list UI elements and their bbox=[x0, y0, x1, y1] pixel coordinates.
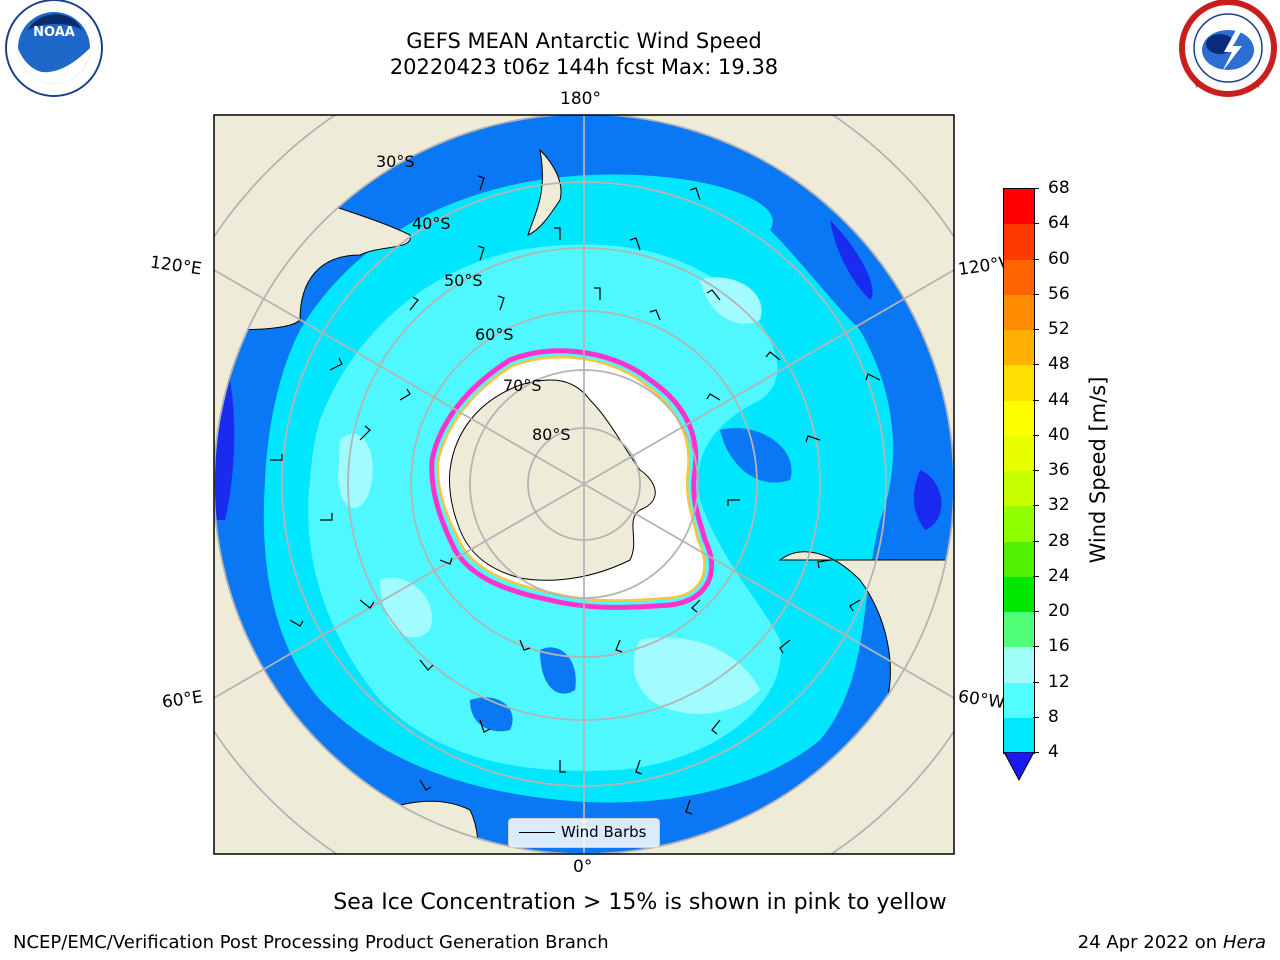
colorbar-tick-label: 68 bbox=[1048, 178, 1070, 198]
colorbar-tick-mark bbox=[1033, 364, 1039, 366]
colorbar-tick-mark bbox=[1033, 399, 1039, 401]
colorbar-segment bbox=[1004, 647, 1034, 683]
map-frame bbox=[213, 114, 955, 855]
colorbar-tick-label: 28 bbox=[1048, 530, 1070, 551]
colorbar-tick-label: 48 bbox=[1048, 354, 1070, 375]
colorbar-tick-label: 64 bbox=[1048, 213, 1070, 234]
colorbar-segment bbox=[1004, 224, 1034, 260]
colorbar-tick-mark bbox=[1033, 646, 1039, 648]
colorbar-tick-mark bbox=[1033, 505, 1039, 507]
colorbar-tick-mark bbox=[1033, 611, 1039, 612]
colorbar-segment bbox=[1004, 259, 1034, 296]
colorbar-tick-label: 40 bbox=[1048, 424, 1070, 445]
footer-date: 24 Apr 2022 on Hera bbox=[1078, 932, 1266, 953]
chart-subtitle: 20220423 t06z 144h fcst Max: 19.38 bbox=[389, 55, 779, 79]
colorbar-segment bbox=[1004, 365, 1034, 401]
colorbar-tick-label: 52 bbox=[1048, 319, 1070, 339]
legend-label: Wind Barbs bbox=[561, 823, 647, 841]
noaa-logo: NOAA bbox=[5, 0, 103, 97]
colorbar-tick-label: 24 bbox=[1048, 565, 1070, 586]
svg-text:★: ★ bbox=[1194, 81, 1201, 90]
colorbar-tick-mark bbox=[1033, 329, 1039, 330]
colorbar-segment bbox=[1004, 189, 1034, 225]
lat-label-60s: 60°S bbox=[475, 325, 514, 344]
colorbar-tick-label: 20 bbox=[1048, 601, 1070, 621]
colorbar-segment bbox=[1004, 400, 1034, 437]
colorbar-segment bbox=[1004, 576, 1034, 613]
lat-label-50s: 50°S bbox=[444, 271, 483, 290]
colorbar-tick-label: 36 bbox=[1048, 460, 1070, 480]
colorbar-segment bbox=[1004, 330, 1034, 366]
colorbar-tick-mark bbox=[1033, 223, 1039, 225]
colorbar-tick-mark bbox=[1033, 434, 1039, 436]
colorbar-ticks: 68 64 60 56 52 48 44 40 36 32 28 24 20 16 12 8 4 bbox=[1033, 178, 1100, 768]
colorbar-tick-label: 56 bbox=[1048, 283, 1070, 304]
nws-logo: ★ ★ bbox=[1179, 0, 1277, 97]
colorbar-tick-mark bbox=[1033, 293, 1039, 295]
colorbar-tick-label: 32 bbox=[1048, 495, 1070, 516]
colorbar-tick-label: 16 bbox=[1048, 636, 1070, 657]
graticule bbox=[214, 115, 954, 854]
footer-credit: NCEP/EMC/Verification Post Processing Pr… bbox=[13, 932, 609, 953]
colorbar-segment bbox=[1004, 471, 1034, 507]
colorbar-segment bbox=[1004, 506, 1034, 542]
colorbar-segment bbox=[1004, 612, 1034, 648]
wind-barbs bbox=[270, 175, 881, 815]
lat-label-40s: 40°S bbox=[412, 214, 451, 233]
lat-label-80s: 80°S bbox=[532, 425, 571, 444]
colorbar-tick-label: 12 bbox=[1048, 671, 1070, 692]
footer-host: Hera bbox=[1222, 932, 1266, 953]
colorbar-tick-label: 44 bbox=[1048, 389, 1070, 410]
legend-line-icon bbox=[519, 832, 555, 833]
colorbar-tick-mark bbox=[1033, 681, 1039, 683]
colorbar-tick-mark bbox=[1033, 716, 1039, 718]
antarctica bbox=[449, 379, 656, 581]
lon-label-0: 0° bbox=[573, 857, 593, 877]
colorbar-segment bbox=[1004, 682, 1034, 719]
colorbar-extend-arrow bbox=[1003, 752, 1035, 782]
colorbar-tick-mark bbox=[1033, 470, 1039, 471]
colorbar-tick-mark bbox=[1033, 540, 1039, 542]
lat-label-70s: 70°S bbox=[503, 376, 542, 395]
lat-label-30s: 30°S bbox=[376, 152, 415, 171]
footer-date-text: 24 Apr 2022 on bbox=[1077, 932, 1223, 953]
wind-barbs-legend: Wind Barbs bbox=[508, 818, 660, 848]
colorbar-tick-mark bbox=[1033, 752, 1039, 753]
svg-text:★: ★ bbox=[1254, 81, 1261, 90]
colorbar-tick-label: 8 bbox=[1048, 706, 1059, 727]
colorbar bbox=[1003, 188, 1035, 754]
sea-ice-caption: Sea Ice Concentration > 15% is shown in … bbox=[333, 890, 947, 915]
colorbar-tick-mark bbox=[1033, 188, 1039, 189]
colorbar-segment bbox=[1004, 294, 1034, 331]
sea-ice-edge bbox=[429, 348, 715, 610]
lon-label-180: 180° bbox=[560, 89, 601, 109]
colorbar-segment bbox=[1004, 541, 1034, 578]
noaa-logo-text: NOAA bbox=[33, 25, 75, 40]
colorbar-label: Wind Speed [m/s] bbox=[1086, 376, 1110, 564]
colorbar-segment bbox=[1004, 717, 1034, 754]
colorbar-tick-mark bbox=[1033, 258, 1039, 260]
colorbar-tick-label: 60 bbox=[1048, 248, 1070, 269]
chart-title: GEFS MEAN Antarctic Wind Speed bbox=[406, 29, 762, 53]
colorbar-tick-mark bbox=[1033, 575, 1039, 577]
colorbar-segment bbox=[1004, 435, 1034, 472]
colorbar-tick-label: 4 bbox=[1048, 742, 1059, 762]
